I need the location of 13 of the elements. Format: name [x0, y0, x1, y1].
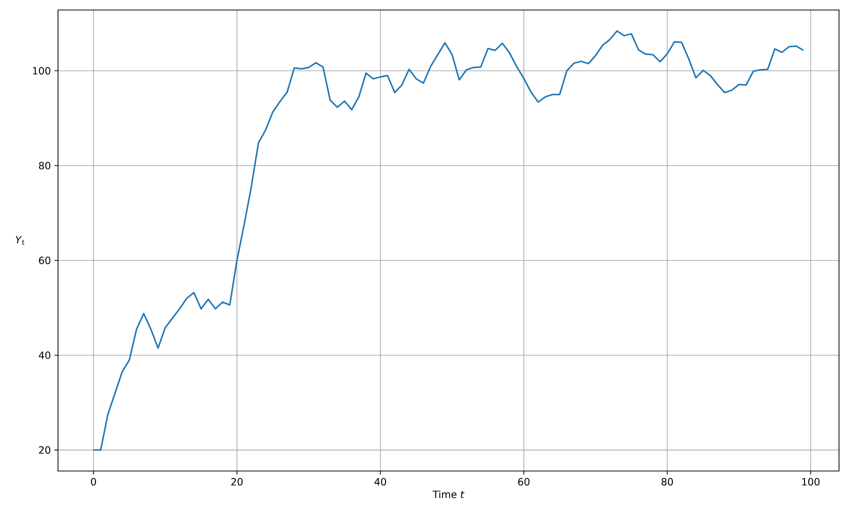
y-axis-title: Y$_{t}$ [16, 236, 24, 245]
y-tick-label: 80 [38, 162, 50, 170]
y-tick-label: 20 [39, 446, 50, 454]
x-tick-label: 60 [518, 478, 530, 486]
x-axis-title: Time t [432, 490, 464, 498]
y-tick-label: 100 [33, 66, 50, 75]
x-tick-label: 40 [374, 478, 386, 486]
y-tick-label: 40 [38, 351, 50, 359]
x-tick-label: 100 [802, 478, 820, 486]
y-tick-label: 60 [39, 256, 50, 264]
x-tick-label: 0 [90, 478, 96, 486]
x-tick-label: 20 [231, 478, 243, 486]
x-tick-label: 80 [662, 478, 673, 486]
